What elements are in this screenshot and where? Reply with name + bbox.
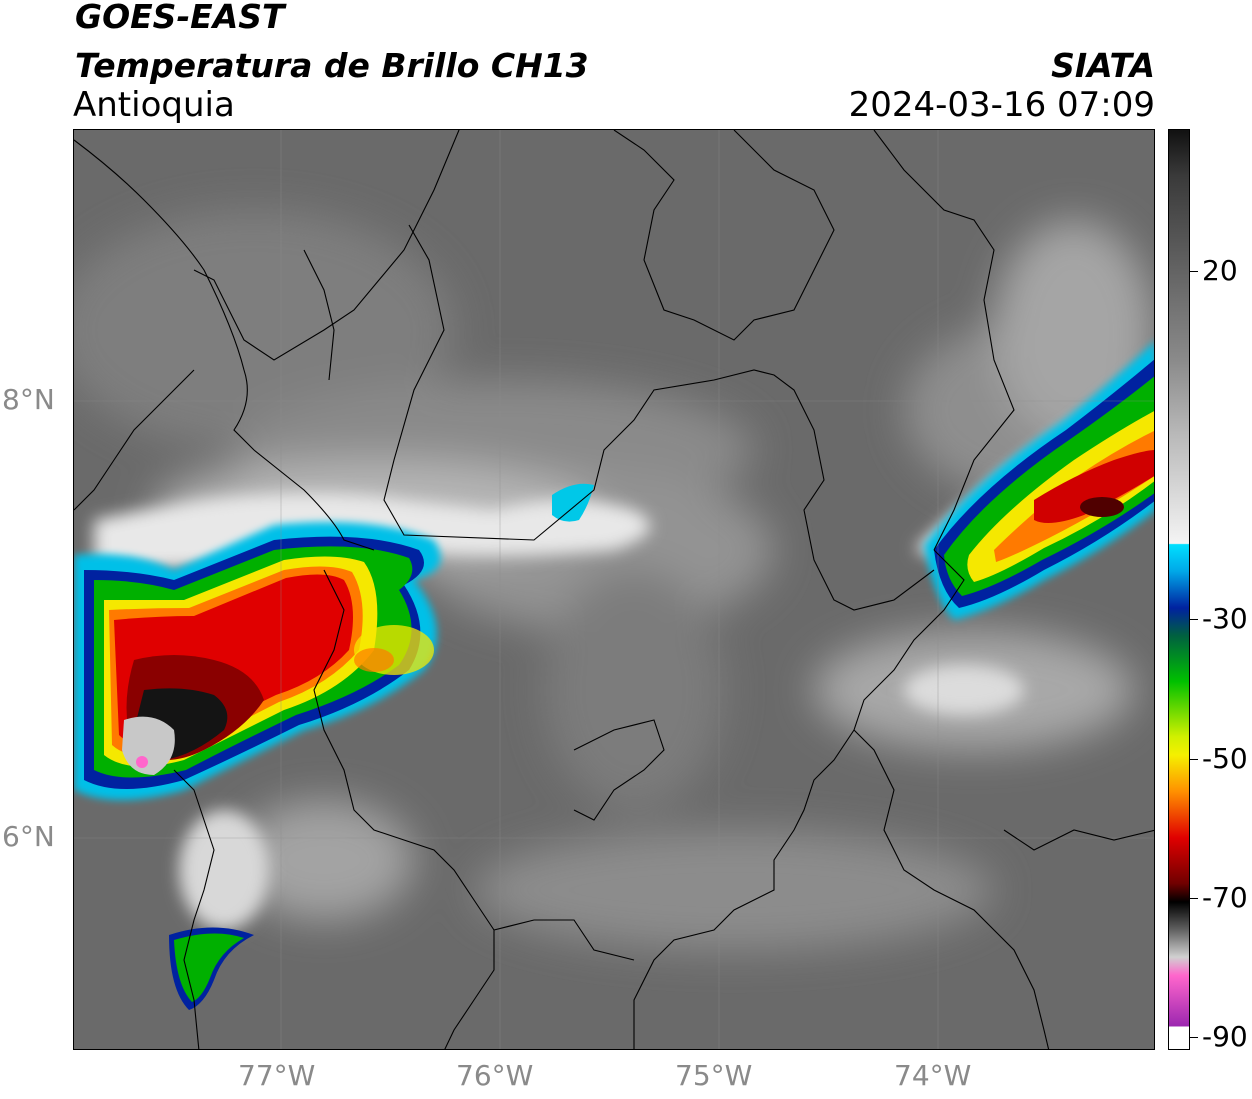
colorbar-label-20: 20 xyxy=(1202,254,1238,287)
colorbar-gradient xyxy=(1169,130,1189,1049)
datetime-label: 2024-03-16 07:09 xyxy=(848,85,1155,125)
satellite-map xyxy=(73,129,1155,1050)
colorbar-tick-minus90 xyxy=(1190,1037,1198,1038)
gray-cloud-layer xyxy=(74,210,1154,950)
lon-label-76w: 76°W xyxy=(456,1059,534,1092)
colorbar-tick-minus30 xyxy=(1190,619,1198,620)
lon-label-77w: 77°W xyxy=(238,1059,316,1092)
lat-label-8n: 8°N xyxy=(2,383,55,416)
colorbar-tick-minus50 xyxy=(1190,759,1198,760)
colorbar-label-minus70: -70 xyxy=(1202,881,1248,914)
satellite-title: GOES-EAST xyxy=(75,0,285,36)
lat-label-6n: 6°N xyxy=(2,820,55,853)
colorbar-label-minus90: -90 xyxy=(1202,1020,1248,1053)
colorbar-tick-minus70 xyxy=(1190,898,1198,899)
colorbar-label-minus50: -50 xyxy=(1202,742,1248,775)
graticule xyxy=(74,130,1154,1049)
lon-label-75w: 75°W xyxy=(675,1059,753,1092)
lon-label-74w: 74°W xyxy=(894,1059,972,1092)
east-convective-cell xyxy=(924,341,1154,620)
map-canvas xyxy=(74,130,1154,1049)
organization-label: SIATA xyxy=(1051,46,1155,85)
cyan-spot xyxy=(552,483,594,522)
colorbar xyxy=(1168,129,1190,1050)
boundaries xyxy=(74,130,1154,1049)
region-label: Antioquia xyxy=(73,85,235,125)
colorbar-label-minus30: -30 xyxy=(1202,602,1248,635)
southwest-convective-cell xyxy=(169,927,254,1010)
product-title: Temperatura de Brillo CH13 xyxy=(75,46,589,85)
west-convective-cell xyxy=(74,522,441,800)
colorbar-tick-20 xyxy=(1190,271,1198,272)
